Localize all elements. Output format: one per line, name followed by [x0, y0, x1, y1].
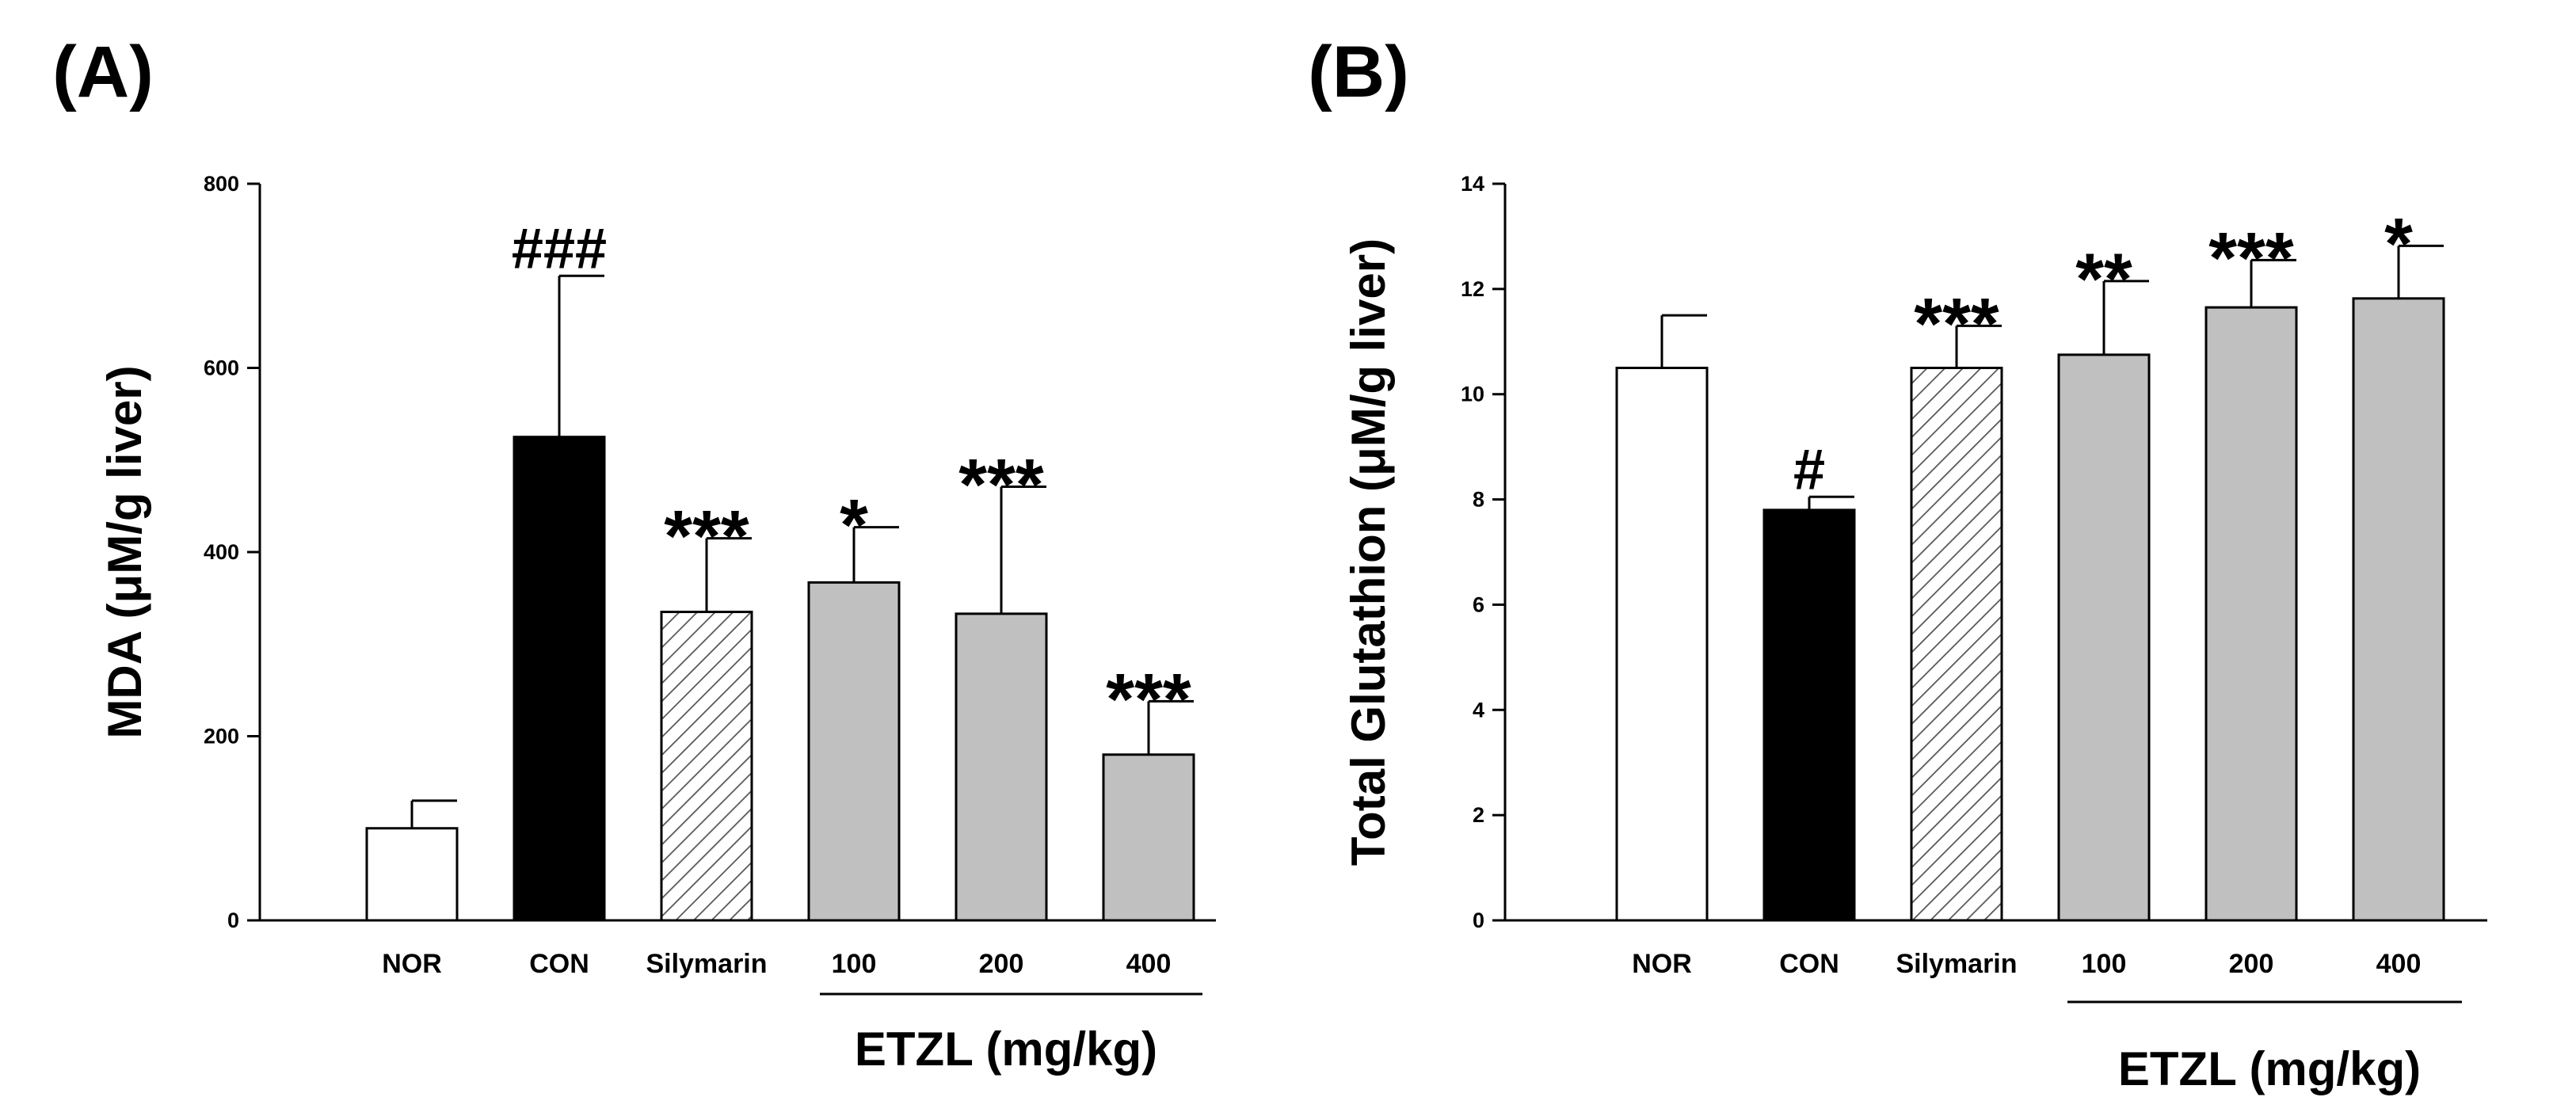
x-tick-label: CON: [1779, 949, 1839, 979]
bar-200: [955, 612, 1048, 922]
bar-con: [1762, 508, 1856, 922]
y-tick-label: 10: [1461, 383, 1484, 406]
significance-marker: *: [2384, 204, 2413, 284]
y-tick-label: 14: [1461, 172, 1484, 196]
significance-marker: ***: [1106, 659, 1191, 740]
bar-nor: [365, 827, 459, 922]
y-tick-label: 0: [1473, 908, 1484, 932]
x-tick-label: 200: [979, 949, 1024, 979]
panel-b-chart: (B) 0 2 4 6 8 10 12 14 Total Glutathion (μM/g liv…: [1308, 32, 2487, 1095]
x-tick-label: NOR: [1632, 949, 1692, 979]
panel-label: (B): [1308, 32, 1409, 112]
x-tick-label: 200: [2229, 949, 2274, 979]
significance-marker: **: [2075, 239, 2132, 320]
x-tick-label: Silymarin: [1896, 949, 2017, 979]
significance-marker: #: [1793, 438, 1825, 501]
y-tick-label: 800: [204, 172, 239, 196]
significance-marker: ***: [664, 497, 749, 577]
bar-400: [1102, 753, 1195, 922]
y-tick-label: 8: [1473, 488, 1484, 512]
y-tick-label: 4: [1473, 698, 1484, 722]
bar-100: [807, 581, 901, 922]
x-tick-label: 400: [1126, 949, 1172, 979]
y-axis-label: Total Glutathion (μM/g liver): [1342, 238, 1395, 866]
y-tick-label: 200: [204, 725, 239, 748]
significance-marker: ***: [2208, 218, 2294, 299]
x-tick-label: CON: [529, 949, 589, 979]
bar-100: [2057, 353, 2151, 922]
significance-marker: ***: [958, 444, 1044, 525]
x-tick-label: Silymarin: [646, 949, 767, 979]
bar-nor: [1615, 367, 1709, 922]
y-axis-label: MDA (μM/g liver): [98, 365, 151, 738]
bar-silymarin: [1910, 367, 2003, 922]
x-tick-label: 400: [2376, 949, 2422, 979]
bar-con: [513, 436, 606, 922]
bar-silymarin: [660, 611, 753, 922]
significance-marker: ###: [512, 217, 607, 280]
y-tick-label: 2: [1473, 803, 1484, 827]
bar-200: [2204, 306, 2298, 922]
x-tick-label: 100: [2082, 949, 2127, 979]
significance-marker: *: [840, 486, 868, 566]
y-tick-label: 400: [204, 540, 239, 564]
x-axis-label: ETZL (mg/kg): [855, 1023, 1157, 1076]
y-tick-label: 6: [1473, 592, 1484, 616]
significance-marker: ***: [1914, 284, 1999, 364]
y-tick-label: 12: [1461, 277, 1484, 301]
panel-label: (A): [52, 32, 154, 112]
y-tick-label: 600: [204, 356, 239, 380]
y-tick-label: 0: [227, 908, 239, 932]
panel-a-chart: (A) 0 200 400 600 800 MDA (μM/g liver) NOR CON ##…: [52, 32, 1216, 1076]
x-axis-label: ETZL (mg/kg): [2118, 1042, 2421, 1095]
bar-400: [2352, 297, 2445, 922]
x-tick-label: NOR: [382, 949, 442, 979]
x-tick-label: 100: [832, 949, 877, 979]
